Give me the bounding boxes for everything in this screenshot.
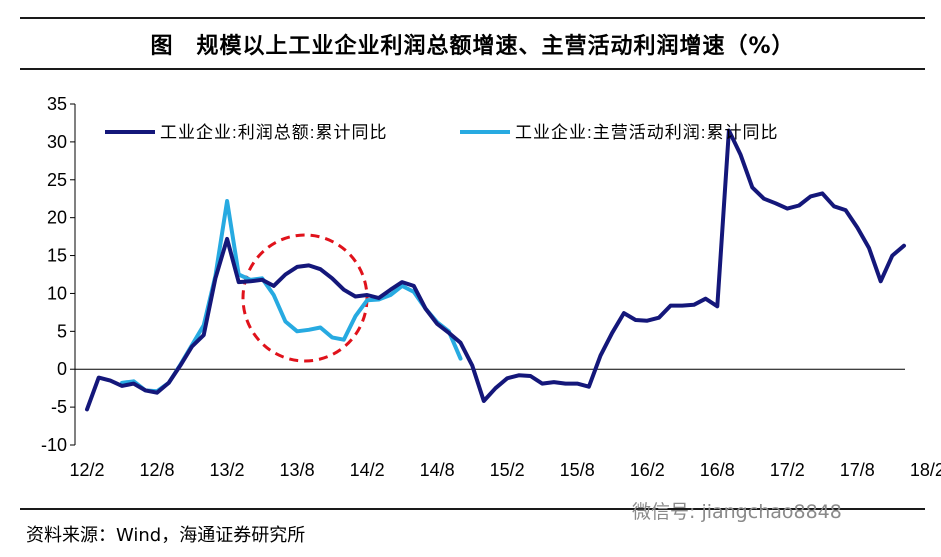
x-tick-label: 17/8 <box>840 460 875 480</box>
x-tick-label: 15/2 <box>490 460 525 480</box>
y-tick-label: 25 <box>47 170 67 190</box>
x-tick-label: 15/8 <box>560 460 595 480</box>
x-tick-label: 12/8 <box>140 460 175 480</box>
y-tick-label: 5 <box>57 321 67 341</box>
y-tick-label: -5 <box>51 397 67 417</box>
y-tick-label: 15 <box>47 246 67 266</box>
y-tick-label: 30 <box>47 132 67 152</box>
source-rule <box>20 508 925 510</box>
source-note: 资料来源：Wind，海通证券研究所 <box>26 525 306 546</box>
x-tick-label: 13/2 <box>210 460 245 480</box>
x-tick-label: 16/8 <box>700 460 735 480</box>
y-tick-label: 20 <box>47 208 67 228</box>
y-tick-label: 35 <box>47 94 67 114</box>
x-tick-label: 12/2 <box>69 460 104 480</box>
x-tick-label: 13/8 <box>280 460 315 480</box>
x-tick-label: 17/2 <box>770 460 805 480</box>
x-tick-label: 14/8 <box>420 460 455 480</box>
series-line-2 <box>120 199 463 394</box>
x-tick-label: 14/2 <box>350 460 385 480</box>
y-tick-label: 10 <box>47 283 67 303</box>
figure-title: 图 规模以上工业企业利润总额增速、主营活动利润增速（%） <box>150 34 795 59</box>
y-tick-label: 0 <box>57 359 67 379</box>
figure-title-bar: 图 规模以上工业企业利润总额增速、主营活动利润增速（%） <box>20 18 925 68</box>
x-tick-label: 16/2 <box>630 460 665 480</box>
title-bottom-rule <box>20 68 925 70</box>
series-line-1 <box>85 128 906 412</box>
legend-label-2: 工业企业:主营活动利润:累计同比 <box>515 123 778 142</box>
watermark-text: 微信号: jiangchao8848 <box>632 501 842 523</box>
title-top-rule <box>20 17 925 19</box>
x-tick-label: 18/2 <box>910 460 941 480</box>
highlight-circle <box>241 233 369 363</box>
y-tick-label: -10 <box>41 435 67 455</box>
legend-label-1: 工业企业:利润总额:累计同比 <box>160 123 387 142</box>
